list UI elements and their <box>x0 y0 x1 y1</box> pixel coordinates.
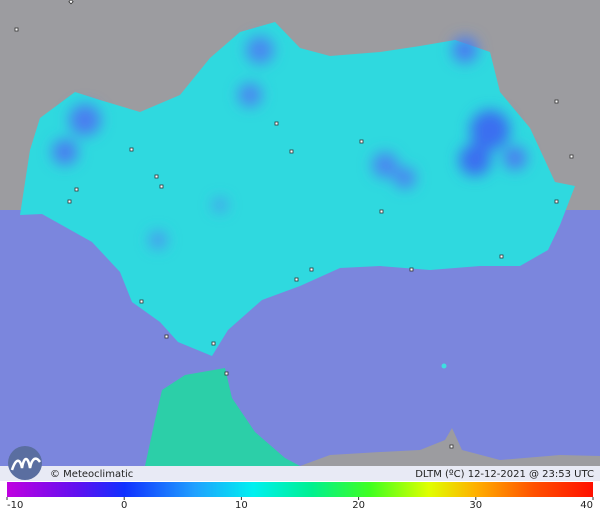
footer-bar <box>0 466 600 481</box>
scale-tick-label: -10 <box>7 500 23 511</box>
stations <box>14 0 574 449</box>
credit: © Meteoclimatic <box>50 469 133 480</box>
scale-tick-label: 40 <box>580 500 593 511</box>
logo <box>8 446 42 480</box>
scale-tick-label: 20 <box>352 500 365 511</box>
scale-tick-label: 0 <box>121 500 127 511</box>
color-scale <box>7 482 593 497</box>
scale-tick-label: 30 <box>469 500 482 511</box>
andalusia <box>20 22 575 356</box>
caption: DLTM (ºC) 12-12-2021 @ 23:53 UTC <box>415 469 594 480</box>
scale-tick-label: 10 <box>235 500 248 511</box>
cold-spots <box>52 36 527 249</box>
morocco <box>145 368 300 466</box>
scale-ticks: -10 0 10 20 30 40 <box>6 497 594 511</box>
alboran-island <box>441 363 447 369</box>
